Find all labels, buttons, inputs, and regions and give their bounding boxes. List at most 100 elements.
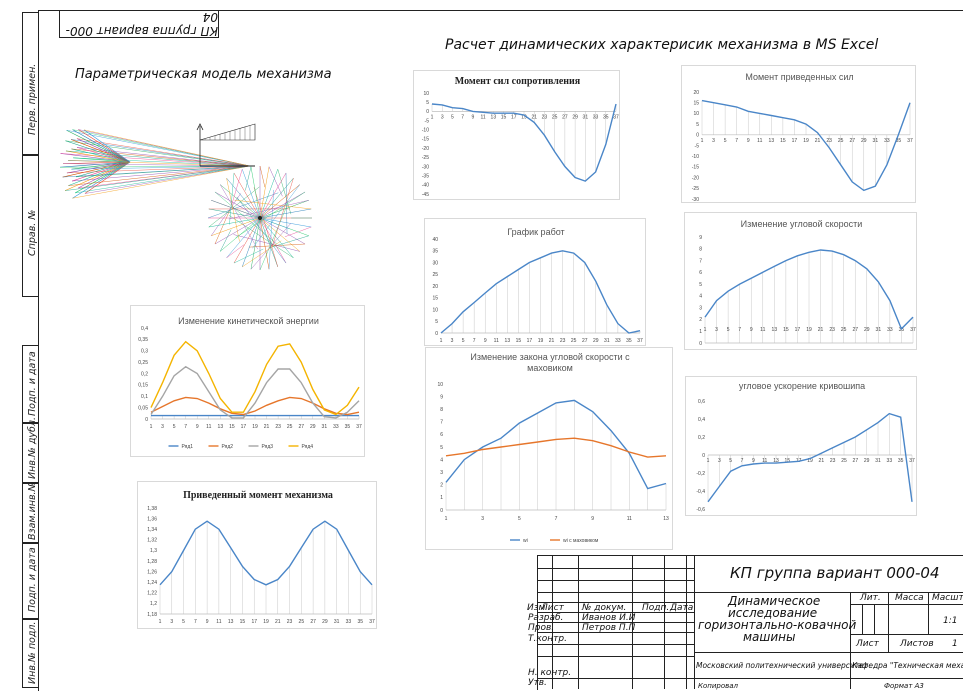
x-tick-label: 35 <box>603 114 609 120</box>
razrab-name: Иванов И.И <box>582 613 635 623</box>
x-tick-label: 37 <box>369 619 375 625</box>
title-block: КП группа вариант 000-04 Изм Лист № доку… <box>537 555 963 690</box>
x-tick-label: 17 <box>527 338 533 344</box>
chart-title: Изменение угловой скорости <box>741 219 863 229</box>
x-tick-label: 29 <box>861 138 867 144</box>
crank-line <box>234 249 263 263</box>
x-tick-label: 33 <box>887 327 893 333</box>
col-data: Дата <box>670 603 693 613</box>
x-tick-label: 29 <box>322 619 328 625</box>
x-tick-label: 9 <box>206 619 209 625</box>
sidebar-label: Инв.№ дубл. <box>27 417 38 479</box>
chart-title: Изменение закона угловой скорости с <box>470 352 630 362</box>
crank-line <box>232 169 242 205</box>
y-tick-label: 0,3 <box>141 349 148 355</box>
legend-label: wi <box>523 538 528 544</box>
x-tick-label: 29 <box>572 114 578 120</box>
x-tick-label: 15 <box>501 114 507 120</box>
y-tick-label: 4 <box>440 457 443 463</box>
x-tick-label: 25 <box>552 114 558 120</box>
y-tick-label: 15 <box>693 101 699 107</box>
x-tick-label: 3 <box>451 338 454 344</box>
crank-line <box>220 230 231 252</box>
x-tick-label: 13 <box>505 338 511 344</box>
label-massa: Масса <box>895 593 924 603</box>
x-tick-label: 17 <box>511 114 517 120</box>
x-tick-label: 15 <box>516 338 522 344</box>
row-utv: Утв. <box>528 678 547 688</box>
x-tick-label: 7 <box>555 516 558 522</box>
x-tick-label: 27 <box>298 424 304 430</box>
y-tick-label: -30 <box>692 197 699 203</box>
y-tick-label: -10 <box>422 128 429 134</box>
x-tick-label: 7 <box>741 458 744 464</box>
linkage-line <box>66 151 250 166</box>
x-tick-label: 17 <box>795 327 801 333</box>
chart-title: Изменение кинетической энергии <box>178 316 319 326</box>
y-tick-label: -15 <box>422 137 429 143</box>
y-tick-label: 1,34 <box>147 527 157 533</box>
x-tick-label: 1 <box>431 114 434 120</box>
y-tick-label: -20 <box>422 146 429 152</box>
x-tick-label: 11 <box>206 424 211 430</box>
x-tick-label: 25 <box>841 458 847 464</box>
x-tick-label: 11 <box>216 619 221 625</box>
sidebar-cell-podp1: Подп. и дата <box>22 345 38 423</box>
x-tick-label: 21 <box>531 114 537 120</box>
y-tick-label: 9 <box>440 394 443 400</box>
department-name: Кафедра "Техническая механика" <box>852 661 963 670</box>
x-tick-label: 13 <box>769 138 775 144</box>
x-tick-label: 21 <box>275 619 281 625</box>
sidebar-label: Перв. примен. <box>27 64 38 135</box>
x-tick-label: 15 <box>783 327 789 333</box>
x-tick-label: 9 <box>747 138 750 144</box>
x-tick-label: 19 <box>806 327 812 333</box>
x-tick-label: 9 <box>750 327 753 333</box>
y-tick-label: 8 <box>440 407 443 413</box>
y-tick-label: 7 <box>699 258 702 264</box>
main-heading: Расчет динамических характерисик механиз… <box>445 37 878 53</box>
y-tick-label: 3 <box>699 305 702 311</box>
y-tick-label: 1,36 <box>147 516 157 522</box>
y-tick-label: 3 <box>440 470 443 476</box>
x-tick-label: 33 <box>615 338 621 344</box>
x-tick-label: 5 <box>462 338 465 344</box>
sidebar-label: Справ. № <box>27 210 38 256</box>
university-name: Московский политехнический университет <box>696 661 868 670</box>
sidebar-label: Подп. и дата <box>27 351 38 416</box>
x-tick-label: 9 <box>484 338 487 344</box>
x-tick-label: 23 <box>275 424 281 430</box>
x-tick-label: 37 <box>356 424 362 430</box>
x-tick-label: 17 <box>241 424 247 430</box>
sidebar-cell-vzam: Взам.инв.№ <box>22 483 38 543</box>
x-tick-label: 33 <box>346 619 352 625</box>
crank-line <box>227 245 244 258</box>
y-tick-label: 1,28 <box>147 559 157 565</box>
kopiroval-label: Копировал <box>698 682 738 690</box>
y-tick-label: -10 <box>692 154 699 160</box>
x-tick-label: 33 <box>887 458 893 464</box>
legend-label: Ряд2 <box>222 444 234 450</box>
y-tick-label: 2 <box>699 317 702 323</box>
x-tick-label: 1 <box>150 424 153 430</box>
x-tick-label: 29 <box>310 424 316 430</box>
col-list: Лист <box>541 603 564 613</box>
sidebar-cell-sprav: Справ. № <box>22 155 38 297</box>
x-tick-label: 3 <box>481 516 484 522</box>
x-tick-label: 1 <box>159 619 162 625</box>
y-tick-label: -25 <box>422 155 429 161</box>
x-tick-label: 27 <box>582 338 588 344</box>
x-tick-label: 1 <box>701 138 704 144</box>
x-tick-label: 37 <box>613 114 619 120</box>
y-tick-label: 0,1 <box>141 394 148 400</box>
x-tick-label: 35 <box>626 338 632 344</box>
sidebar-cell-perv: Перв. примен. <box>22 12 38 155</box>
x-tick-label: 37 <box>909 458 915 464</box>
crank-line <box>245 167 251 191</box>
x-tick-label: 15 <box>240 619 246 625</box>
pivot-icon <box>258 216 262 220</box>
x-tick-label: 9 <box>196 424 199 430</box>
